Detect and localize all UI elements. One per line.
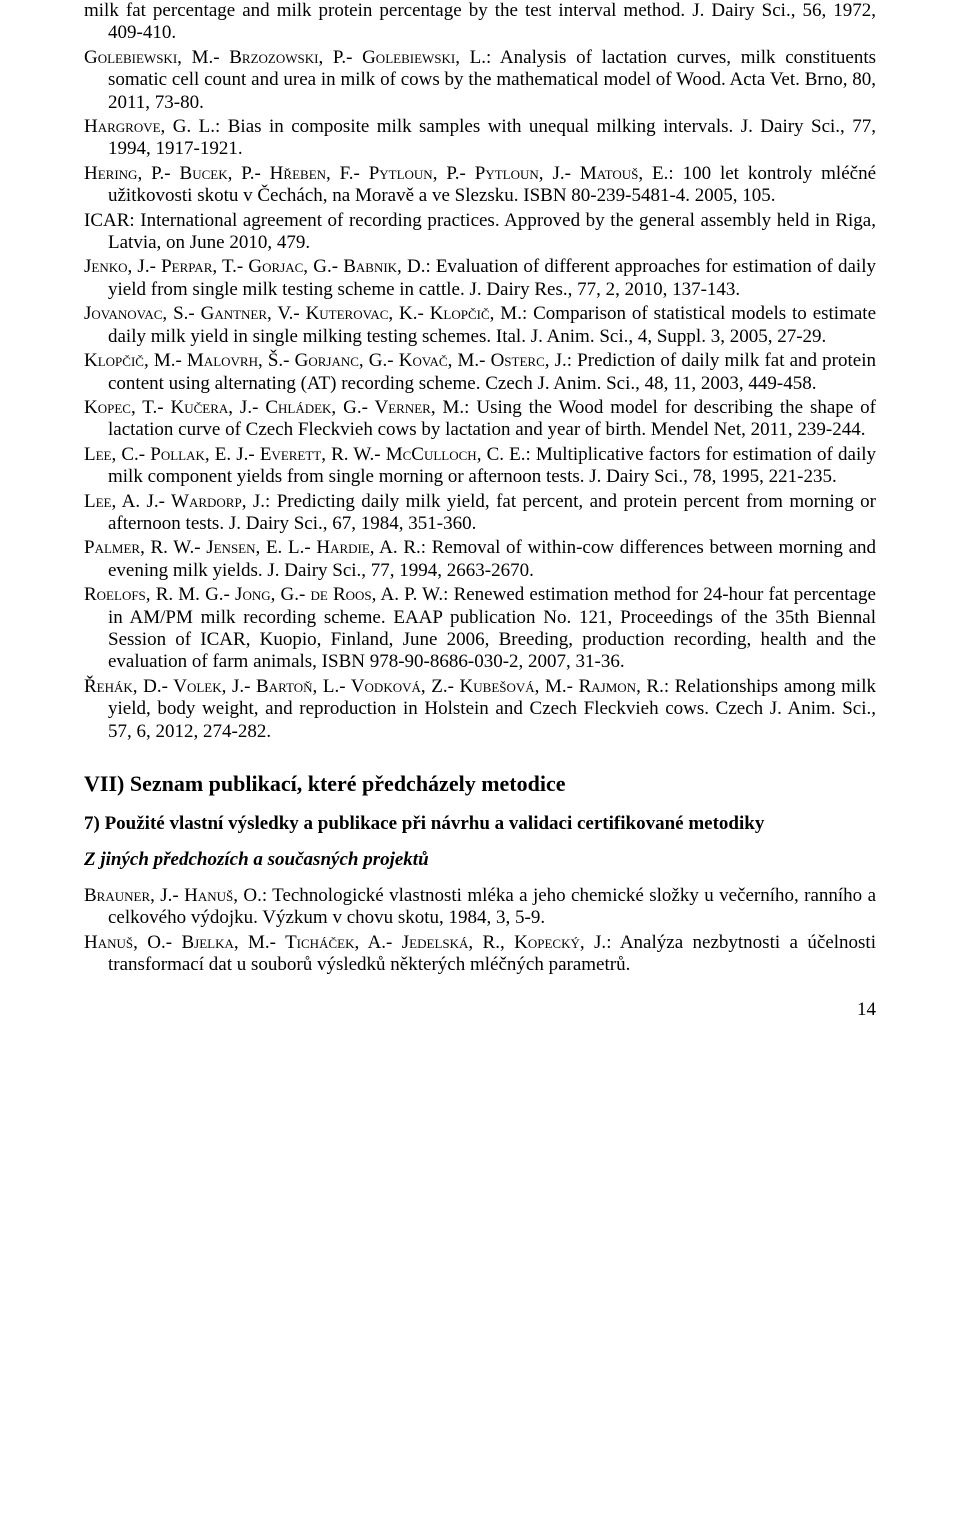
references-list: milk fat percentage and milk protein per…	[84, 0, 876, 743]
reference-entry: Lee, A. J.- Wardorp, J.: Predicting dail…	[84, 491, 876, 536]
section-heading: VII) Seznam publikací, které předcházely…	[84, 771, 876, 797]
reference-entry: Řehák, D.- Volek, J.- Bartoň, L.- Vodkov…	[84, 676, 876, 743]
page-number: 14	[84, 999, 876, 1021]
reference-entry: Roelofs, R. M. G.- Jong, G.- de Roos, A.…	[84, 584, 876, 674]
reference-authors: Lee, A. J.- Wardorp, J.	[84, 491, 265, 512]
reference-authors: Hering, P.- Bucek, P.- Hřeben, F.- Pytlo…	[84, 163, 668, 184]
reference-entry: Palmer, R. W.- Jensen, E. L.- Hardie, A.…	[84, 537, 876, 582]
reference-authors: Lee, C.- Pollak, E. J.- Everett, R. W.- …	[84, 444, 525, 465]
sub-heading: 7) Použité vlastní výsledky a publikace …	[84, 813, 876, 835]
reference-entry: Jovanovac, S.- Gantner, V.- Kuterovac, K…	[84, 303, 876, 348]
reference-entry: Hanuš, O.- Bjelka, M.- Ticháček, A.- Jed…	[84, 932, 876, 977]
reference-authors: Hargrove, G. L.	[84, 116, 215, 137]
reference-text: : Bias in composite milk samples with un…	[108, 116, 876, 159]
reference-entry: Jenko, J.- Perpar, T.- Gorjac, G.- Babni…	[84, 256, 876, 301]
reference-authors: Jovanovac, S.- Gantner, V.- Kuterovac, K…	[84, 303, 522, 324]
reference-entry: ICAR: International agreement of recordi…	[84, 210, 876, 255]
reference-entry: milk fat percentage and milk protein per…	[84, 0, 876, 45]
reference-text: milk fat percentage and milk protein per…	[84, 0, 876, 43]
page-body: milk fat percentage and milk protein per…	[0, 0, 960, 1061]
reference-entry: Klopčič, M.- Malovrh, Š.- Gorjanc, G.- K…	[84, 350, 876, 395]
reference-entry: Kopec, T.- Kučera, J.- Chládek, G.- Vern…	[84, 397, 876, 442]
reference-authors: Jenko, J.- Perpar, T.- Gorjac, G.- Babni…	[84, 256, 425, 277]
reference-authors: Roelofs, R. M. G.- Jong, G.- de Roos, A.…	[84, 584, 443, 605]
reference-authors: Hanuš, O.- Bjelka, M.- Ticháček, A.- Jed…	[84, 932, 606, 953]
reference-entry: Brauner, J.- Hanuš, O.: Technologické vl…	[84, 885, 876, 930]
reference-authors: Řehák, D.- Volek, J.- Bartoň, L.- Vodkov…	[84, 676, 664, 697]
reference-authors: Klopčič, M.- Malovrh, Š.- Gorjanc, G.- K…	[84, 350, 567, 371]
reference-entry: Lee, C.- Pollak, E. J.- Everett, R. W.- …	[84, 444, 876, 489]
reference-authors: Palmer, R. W.- Jensen, E. L.- Hardie, A.…	[84, 537, 421, 558]
reference-entry: Hering, P.- Bucek, P.- Hřeben, F.- Pytlo…	[84, 163, 876, 208]
reference-entry: Golebiewski, M.- Brzozowski, P.- Golebie…	[84, 47, 876, 114]
reference-authors: Kopec, T.- Kučera, J.- Chládek, G.- Vern…	[84, 397, 464, 418]
reference-entry: Hargrove, G. L.: Bias in composite milk …	[84, 116, 876, 161]
reference-text: ICAR: International agreement of recordi…	[84, 210, 876, 253]
italic-subheading: Z jiných předchozích a současných projek…	[84, 849, 876, 871]
references-list-2: Brauner, J.- Hanuš, O.: Technologické vl…	[84, 885, 876, 977]
reference-authors: Brauner, J.- Hanuš, O.	[84, 885, 262, 906]
reference-authors: Golebiewski, M.- Brzozowski, P.- Golebie…	[84, 47, 486, 68]
